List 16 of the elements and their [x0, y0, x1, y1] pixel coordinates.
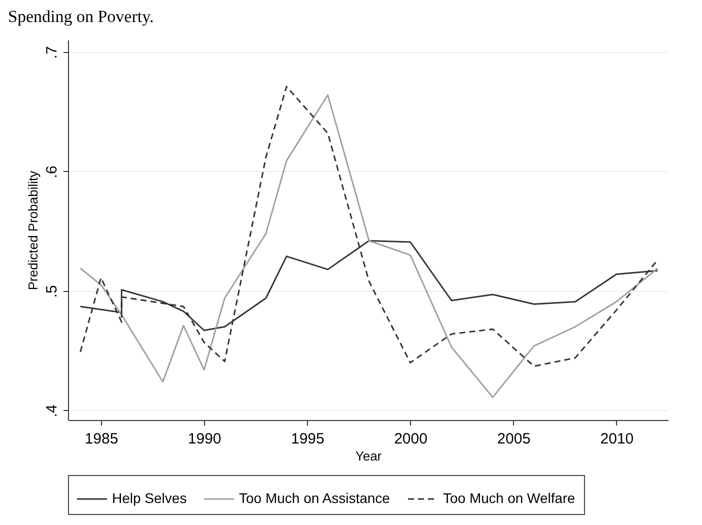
x-axis-title: Year	[355, 448, 382, 464]
x-tick-label: 2000	[394, 430, 428, 448]
x-tick-label: 2010	[600, 430, 634, 448]
y-tick-label: .5	[44, 285, 60, 298]
y-axis-title: Predicted Probability	[26, 170, 40, 290]
legend-label: Too Much on Welfare	[443, 490, 576, 506]
y-tick-label: .6	[44, 166, 60, 178]
y-tick-label: .7	[44, 46, 60, 59]
chart-title: Spending on Poverty.	[8, 7, 154, 26]
y-tick-label: .4	[44, 404, 60, 418]
x-tick-label: 2005	[497, 430, 531, 448]
legend-label: Help Selves	[112, 490, 187, 506]
x-tick-label: 1985	[84, 430, 118, 448]
legend-label: Too Much on Assistance	[239, 490, 390, 506]
x-tick-label: 1990	[188, 430, 222, 448]
x-tick-label: 1995	[290, 430, 324, 448]
